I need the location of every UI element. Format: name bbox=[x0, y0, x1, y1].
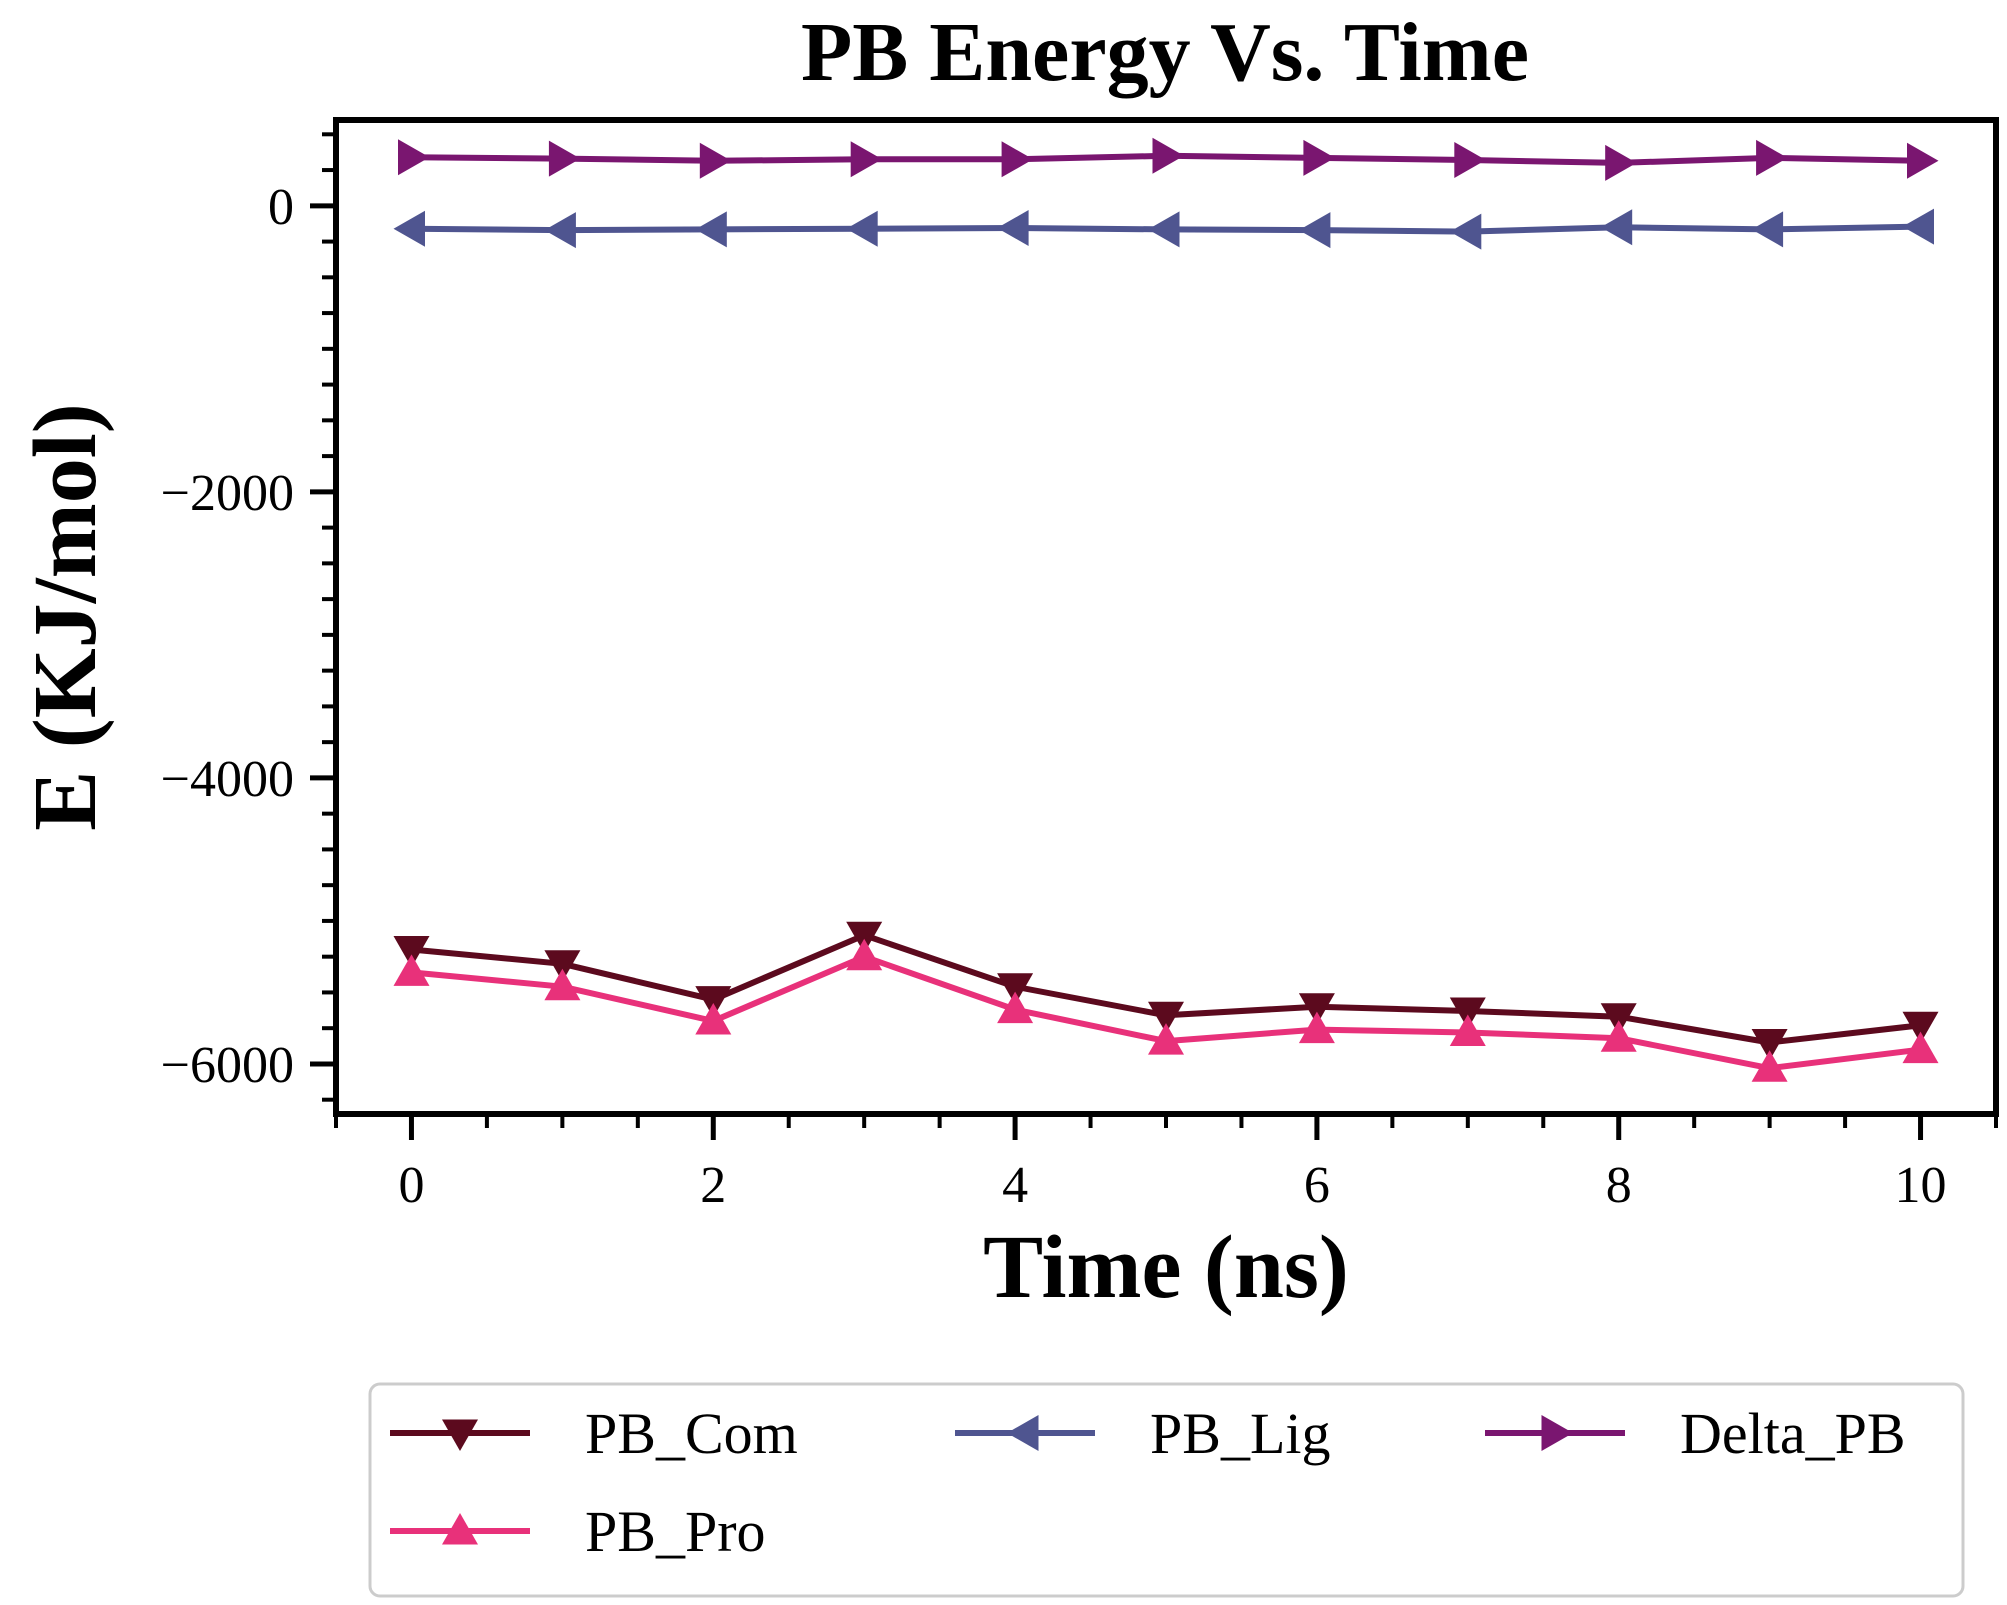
data-point bbox=[544, 950, 581, 982]
series-Delta_PB bbox=[398, 137, 1939, 181]
series-PB_Lig bbox=[393, 208, 1934, 250]
legend-marker bbox=[1541, 1415, 1573, 1451]
data-point bbox=[1148, 1023, 1184, 1055]
data-point bbox=[393, 954, 430, 986]
data-point bbox=[1751, 211, 1784, 248]
data-point bbox=[1756, 139, 1788, 176]
data-point bbox=[544, 212, 576, 249]
legend-item-PB_Com: PB_Com bbox=[390, 1401, 798, 1466]
data-point bbox=[846, 210, 878, 247]
data-point bbox=[1902, 1031, 1939, 1064]
x-axis-label: Time (ns) bbox=[983, 1218, 1349, 1317]
data-point bbox=[997, 973, 1034, 1005]
data-point bbox=[695, 986, 732, 1018]
data-point bbox=[393, 210, 425, 247]
legend-label: PB_Pro bbox=[585, 1499, 766, 1564]
data-point bbox=[695, 211, 727, 248]
y-tick-label: 0 bbox=[268, 179, 294, 236]
legend: PB_Com PB_Pro PB_Lig Delta_PB bbox=[368, 1382, 1965, 1598]
data-point bbox=[1449, 997, 1486, 1029]
x-tick-label: 4 bbox=[1002, 1157, 1028, 1214]
data-point bbox=[1600, 1003, 1637, 1035]
x-tick-label: 0 bbox=[398, 1157, 424, 1214]
data-point bbox=[1902, 1011, 1939, 1044]
data-point bbox=[997, 210, 1029, 246]
data-point bbox=[1148, 1001, 1184, 1034]
data-point bbox=[1449, 213, 1482, 250]
data-point bbox=[846, 938, 883, 971]
data-point bbox=[1600, 209, 1633, 246]
legend-item-PB_Lig: PB_Lig bbox=[955, 1401, 1331, 1466]
data-point bbox=[1303, 139, 1335, 176]
y-axis-label: E (KJ/mol) bbox=[16, 403, 115, 830]
data-point bbox=[1907, 142, 1939, 179]
x-tick-label: 2 bbox=[700, 1157, 726, 1214]
data-point bbox=[393, 936, 430, 968]
legend-item-Delta_PB: Delta_PB bbox=[1485, 1401, 1906, 1466]
data-point bbox=[1148, 211, 1180, 248]
x-tick-label: 6 bbox=[1304, 1157, 1330, 1214]
data-point bbox=[695, 1003, 732, 1035]
data-point bbox=[1902, 208, 1934, 245]
chart-title: PB Energy Vs. Time bbox=[801, 6, 1529, 99]
y-tick-label: −4000 bbox=[161, 751, 294, 808]
data-point bbox=[1298, 993, 1335, 1025]
legend-item-PB_Pro: PB_Pro bbox=[390, 1499, 766, 1564]
data-point bbox=[1600, 1020, 1637, 1052]
data-point bbox=[1605, 144, 1637, 181]
data-point bbox=[544, 968, 581, 1001]
data-point bbox=[850, 141, 883, 178]
x-tick-label: 10 bbox=[1895, 1157, 1947, 1214]
y-tick-label: −2000 bbox=[161, 465, 294, 522]
x-tick-label: 8 bbox=[1606, 1157, 1632, 1214]
data-point bbox=[1449, 1014, 1486, 1046]
series-PB_Pro bbox=[393, 938, 1939, 1082]
plot-series bbox=[393, 137, 1939, 1082]
series-PB_Com bbox=[393, 921, 1939, 1061]
data-point bbox=[1298, 1011, 1335, 1044]
y-tick-label: −6000 bbox=[161, 1037, 294, 1094]
legend-label: PB_Com bbox=[585, 1401, 798, 1466]
legend-label: Delta_PB bbox=[1680, 1401, 1906, 1466]
data-point bbox=[699, 142, 732, 179]
data-point bbox=[1152, 137, 1184, 174]
legend-marker bbox=[442, 1513, 478, 1545]
data-point bbox=[1751, 1050, 1788, 1082]
legend-label: PB_Lig bbox=[1150, 1401, 1331, 1466]
data-point bbox=[1298, 212, 1331, 249]
data-point bbox=[997, 991, 1034, 1024]
y-axis: 0 −2000 −4000 −6000 bbox=[161, 132, 336, 1102]
x-axis: 0 2 4 6 8 10 bbox=[334, 1114, 1998, 1214]
data-point bbox=[1001, 141, 1034, 178]
legend-marker bbox=[442, 1419, 478, 1451]
data-point bbox=[548, 140, 581, 177]
plot-frame bbox=[333, 117, 1999, 1117]
data-point bbox=[398, 139, 430, 176]
data-point bbox=[1454, 142, 1486, 178]
legend-marker bbox=[1007, 1415, 1039, 1451]
data-point bbox=[1751, 1029, 1788, 1061]
data-point bbox=[846, 921, 883, 954]
